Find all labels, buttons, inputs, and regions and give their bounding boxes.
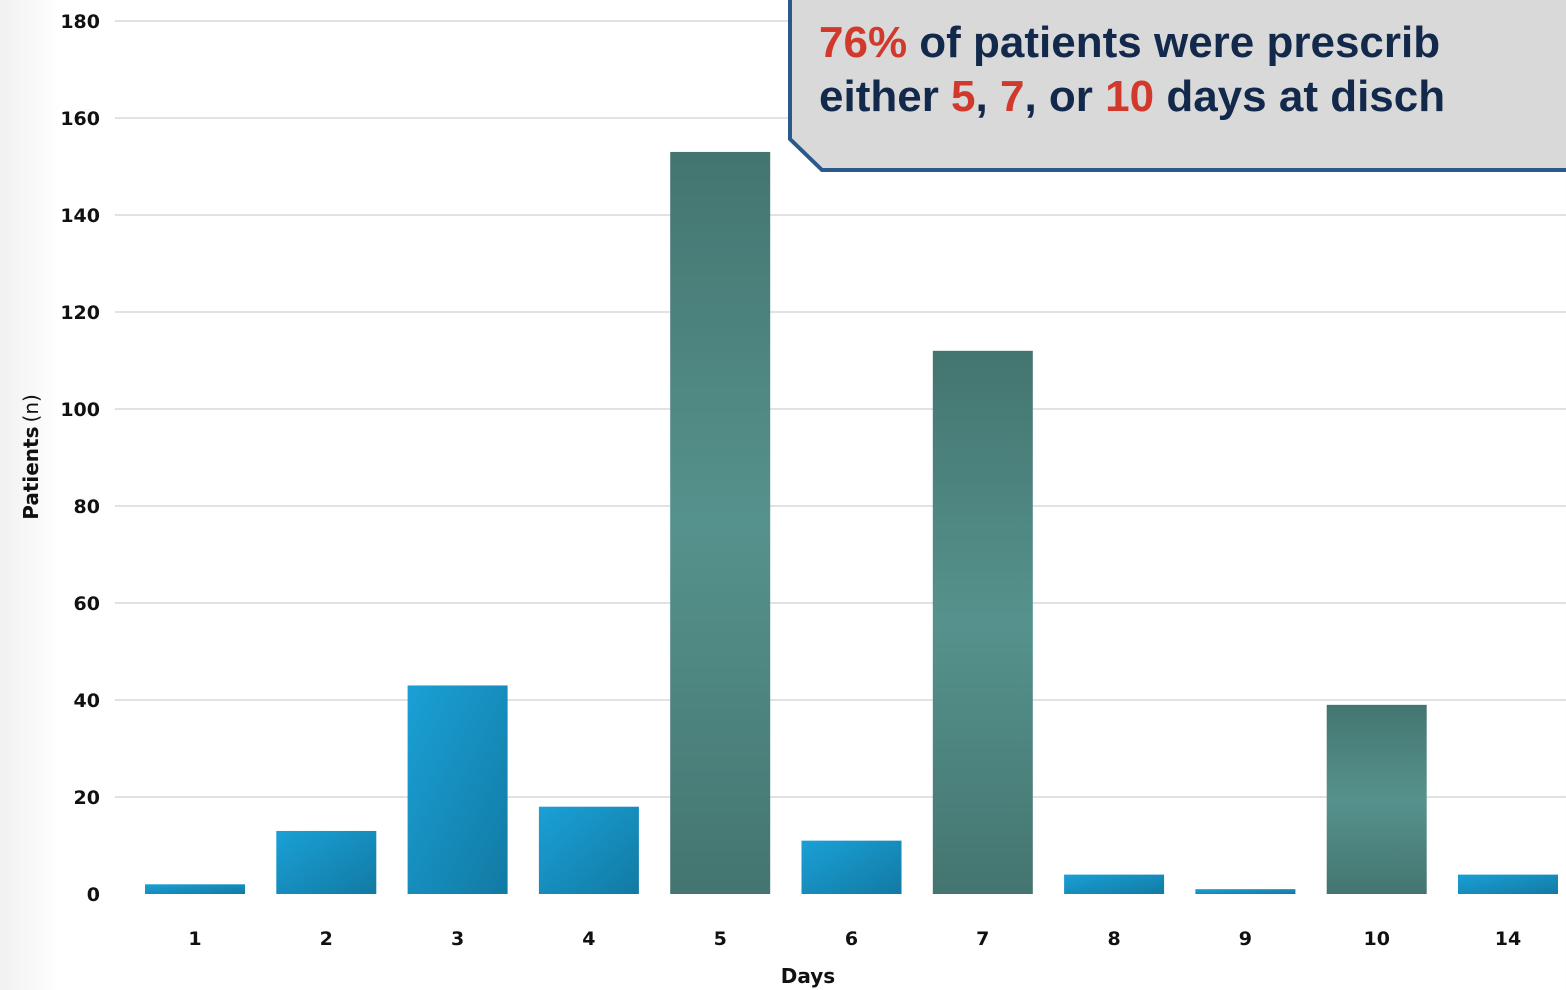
callout-shape bbox=[788, 0, 1566, 172]
x-tick-label: 10 bbox=[1363, 928, 1389, 950]
bar-day-3 bbox=[407, 685, 508, 894]
callout-text: 76% of patients were prescrib either 5, … bbox=[819, 16, 1566, 124]
x-tick-label: 1 bbox=[188, 928, 201, 950]
y-tick-label: 80 bbox=[74, 496, 100, 518]
x-tick-label: 2 bbox=[320, 928, 333, 950]
x-tick-label: 7 bbox=[976, 928, 989, 950]
y-tick-label: 40 bbox=[74, 690, 100, 712]
x-tick-label: 8 bbox=[1107, 928, 1120, 950]
bar-day-8 bbox=[1064, 874, 1165, 894]
bar-day-6 bbox=[801, 840, 902, 894]
x-tick-label: 5 bbox=[714, 928, 727, 950]
bars bbox=[145, 151, 1558, 894]
bar-day-14 bbox=[1458, 874, 1558, 894]
bar-day-2 bbox=[276, 830, 377, 894]
callout-line-1: 76% of patients were prescrib bbox=[819, 16, 1566, 70]
y-tick-label: 180 bbox=[60, 11, 100, 33]
y-axis-title-unit: (n) bbox=[19, 394, 43, 422]
callout-line-1-text: of patients were prescrib bbox=[907, 18, 1441, 67]
bar-day-1 bbox=[145, 884, 245, 894]
y-axis-title-label: Patients bbox=[19, 426, 43, 519]
callout-line-2-prefix: either bbox=[819, 72, 952, 121]
callout-value-7: 7 bbox=[999, 72, 1025, 121]
callout-sep-2: , or bbox=[1024, 72, 1106, 121]
y-tick-label: 160 bbox=[60, 108, 100, 130]
bar-day-7 bbox=[932, 350, 1033, 894]
bar-day-4 bbox=[538, 806, 639, 894]
x-tick-label: 14 bbox=[1495, 928, 1521, 950]
callout-line-2-text: days at disch bbox=[1154, 72, 1446, 121]
y-tick-label: 100 bbox=[60, 399, 100, 421]
callout-line-2: either 5, 7, or 10 days at disch bbox=[819, 70, 1566, 124]
callout-box: 76% of patients were prescrib either 5, … bbox=[788, 0, 1566, 174]
x-tick-label: 4 bbox=[582, 928, 595, 950]
y-tick-label: 0 bbox=[87, 884, 100, 906]
y-axis-title: Patients (n) bbox=[19, 394, 43, 520]
x-axis-title: Days bbox=[781, 964, 835, 988]
callout-percent: 76% bbox=[819, 18, 908, 67]
y-axis-ticks: 0 20 40 60 80 100 120 140 160 180 bbox=[60, 11, 100, 906]
y-tick-label: 120 bbox=[60, 302, 100, 324]
bar-day-9 bbox=[1195, 889, 1296, 894]
bar-day-10 bbox=[1326, 704, 1427, 894]
callout-sep-1: , bbox=[975, 72, 1000, 121]
callout-value-10: 10 bbox=[1105, 72, 1155, 121]
callout-value-5: 5 bbox=[951, 72, 976, 121]
x-axis-ticks: 1 2 3 4 5 6 7 8 9 10 14 bbox=[188, 928, 1521, 950]
y-tick-label: 140 bbox=[60, 205, 100, 227]
bar-day-5 bbox=[670, 151, 771, 894]
y-tick-label: 20 bbox=[74, 787, 100, 809]
x-tick-label: 9 bbox=[1239, 928, 1252, 950]
x-tick-label: 3 bbox=[451, 928, 464, 950]
x-tick-label: 6 bbox=[845, 928, 858, 950]
y-tick-label: 60 bbox=[74, 593, 100, 615]
